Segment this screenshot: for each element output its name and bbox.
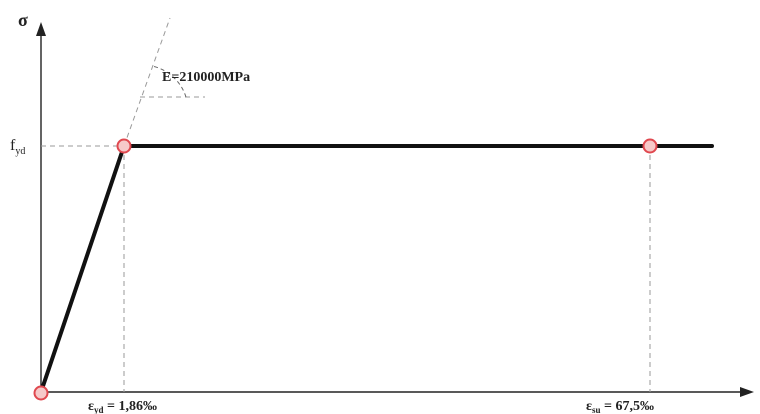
x-axis-arrow xyxy=(740,387,754,397)
yield-strain-main: ε xyxy=(88,399,94,414)
yield-strain-label: εyd = 1,86‰ xyxy=(88,399,157,414)
ultimate-strain-value: = 67,5‰ xyxy=(601,399,654,414)
yield-strain-value: = 1,86‰ xyxy=(104,399,157,414)
origin-marker xyxy=(33,385,49,401)
yield-stress-sub: yd xyxy=(15,146,25,157)
yield-stress-main: f xyxy=(10,137,16,154)
y-axis-label: σ xyxy=(18,10,28,30)
ultimate-strain-main: ε xyxy=(586,399,592,414)
ultimate-point-marker xyxy=(642,138,658,154)
yield-strain-sub: yd xyxy=(94,405,104,414)
y-axis-arrow xyxy=(36,22,46,36)
ultimate-strain-label: εsu = 67,5‰ xyxy=(586,399,654,414)
stress-strain-curve xyxy=(39,144,714,394)
modulus-angle-arc xyxy=(151,65,187,98)
modulus-extension-line xyxy=(123,17,171,147)
ultimate-strain-sub: su xyxy=(592,405,601,414)
modulus-annotation: E=210000MPa xyxy=(162,70,250,85)
yield-point-marker xyxy=(116,138,132,154)
yield-stress-label: fyd xyxy=(10,137,25,157)
